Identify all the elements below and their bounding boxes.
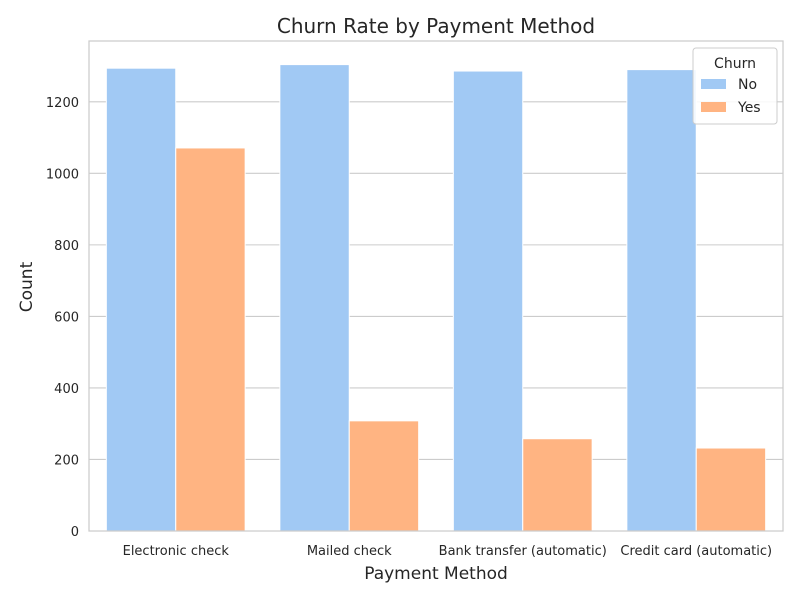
y-axis-label: Count [17, 261, 37, 312]
chart-title: Churn Rate by Payment Method [277, 14, 595, 38]
y-tick-label: 1200 [46, 96, 79, 111]
legend-swatch-no [701, 79, 726, 89]
x-tick-label: Mailed check [307, 544, 392, 559]
bar-yes-bank-transfer-automatic [522, 438, 593, 532]
y-tick-label: 600 [54, 310, 79, 325]
legend: Churn No Yes [692, 47, 778, 125]
bar-yes-credit-card-automatic [695, 447, 767, 532]
y-tick-label: 1000 [46, 167, 79, 182]
bars [105, 64, 767, 532]
plot-area-frame [88, 40, 784, 532]
x-axis-label: Payment Method [364, 564, 508, 584]
bar-yes-electronic-check [175, 147, 246, 532]
legend-title: Churn [714, 56, 756, 72]
y-tick-label: 200 [54, 453, 79, 468]
legend-label-yes: Yes [737, 100, 761, 116]
bar-yes-mailed-check [348, 420, 420, 532]
x-tick-label: Credit card (automatic) [620, 544, 772, 559]
bar-no-mailed-check [279, 64, 350, 532]
x-tick-labels: Electronic check Mailed check Bank transfe… [123, 544, 773, 559]
bar-no-credit-card-automatic [626, 69, 697, 532]
y-tick-label: 800 [54, 239, 79, 254]
x-tick-label: Electronic check [123, 544, 230, 559]
x-tick-label: Bank transfer (automatic) [439, 544, 607, 559]
y-tick-labels: 0 200 400 600 800 1000 1200 [46, 96, 79, 540]
legend-label-no: No [738, 77, 757, 93]
y-tick-label: 400 [54, 382, 79, 397]
bar-no-bank-transfer-automatic [452, 70, 524, 532]
bar-no-electronic-check [105, 67, 177, 532]
legend-swatch-yes [701, 102, 726, 112]
y-tick-label: 0 [71, 525, 79, 540]
